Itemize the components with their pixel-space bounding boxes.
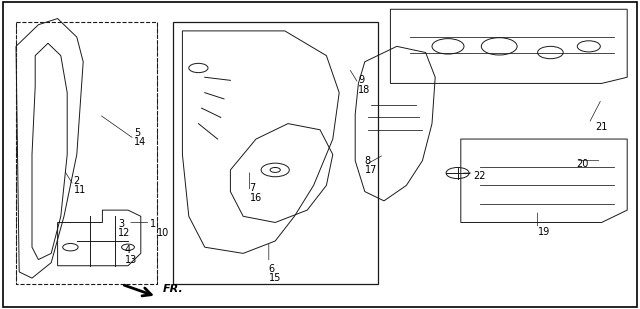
- Text: 6: 6: [269, 264, 275, 274]
- Text: 11: 11: [74, 185, 86, 195]
- Text: 7: 7: [250, 184, 256, 193]
- Text: FR.: FR.: [163, 284, 184, 294]
- Text: 2: 2: [74, 176, 80, 186]
- Text: 17: 17: [365, 165, 377, 175]
- Text: 10: 10: [157, 228, 169, 238]
- Text: 13: 13: [125, 255, 137, 265]
- Text: 9: 9: [358, 75, 365, 85]
- Text: 12: 12: [118, 228, 131, 238]
- Text: 22: 22: [474, 171, 486, 181]
- Text: 8: 8: [365, 156, 371, 166]
- Text: 15: 15: [269, 273, 281, 283]
- Text: 4: 4: [125, 245, 131, 255]
- Text: 1: 1: [150, 219, 157, 229]
- Text: 5: 5: [134, 128, 141, 138]
- Text: 20: 20: [576, 159, 588, 169]
- Text: 21: 21: [595, 122, 607, 132]
- Text: 14: 14: [134, 137, 147, 147]
- Text: 3: 3: [118, 219, 125, 229]
- Text: 18: 18: [358, 85, 371, 95]
- Text: 16: 16: [250, 193, 262, 203]
- Text: 19: 19: [538, 227, 550, 237]
